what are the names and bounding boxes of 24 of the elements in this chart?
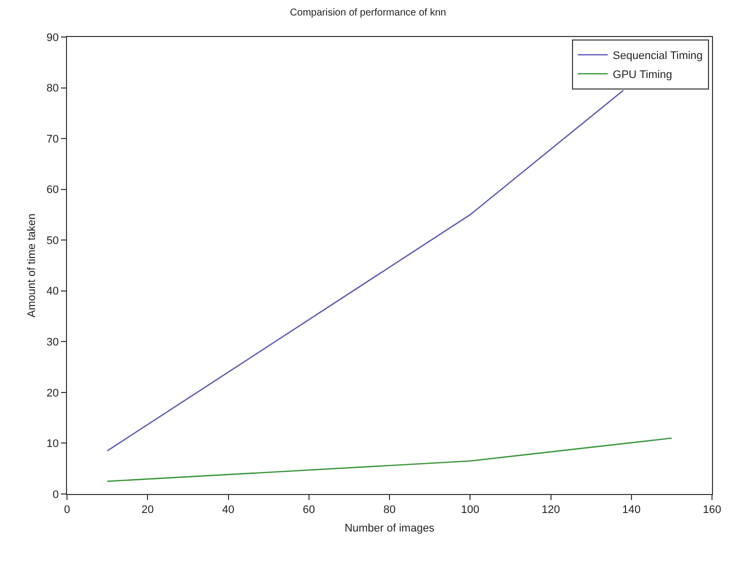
x-tick-label: 60 — [302, 504, 316, 516]
y-tick-label: 70 — [46, 133, 59, 146]
x-tick-label: 20 — [142, 504, 154, 516]
y-axis-title: Amount of time taken — [26, 214, 38, 318]
y-tick-label: 90 — [46, 32, 59, 44]
x-tick-label: 120 — [542, 504, 560, 516]
x-axis-title: Number of images — [344, 522, 435, 534]
chart-title: Comparision of performance of knn — [290, 8, 446, 19]
y-tick-label: 60 — [46, 184, 59, 196]
legend-label: GPU Timing — [612, 69, 672, 82]
x-tick-label: 100 — [460, 504, 480, 516]
y-tick-label: 10 — [46, 438, 59, 450]
y-tick-label: 40 — [46, 286, 59, 298]
x-tick-label: 0 — [64, 504, 70, 516]
x-tick-label: 160 — [702, 504, 722, 516]
x-tick-label: 80 — [383, 504, 396, 516]
x-tick-label: 140 — [622, 504, 641, 516]
y-tick-label: 30 — [46, 336, 59, 349]
x-tick-label: 40 — [222, 504, 234, 516]
y-tick-label: 50 — [46, 234, 59, 247]
y-tick-label: 20 — [46, 387, 59, 400]
legend-label: Sequencial Timing — [612, 50, 703, 62]
y-tick-label: 0 — [52, 488, 59, 501]
y-tick-label: 80 — [46, 82, 59, 95]
